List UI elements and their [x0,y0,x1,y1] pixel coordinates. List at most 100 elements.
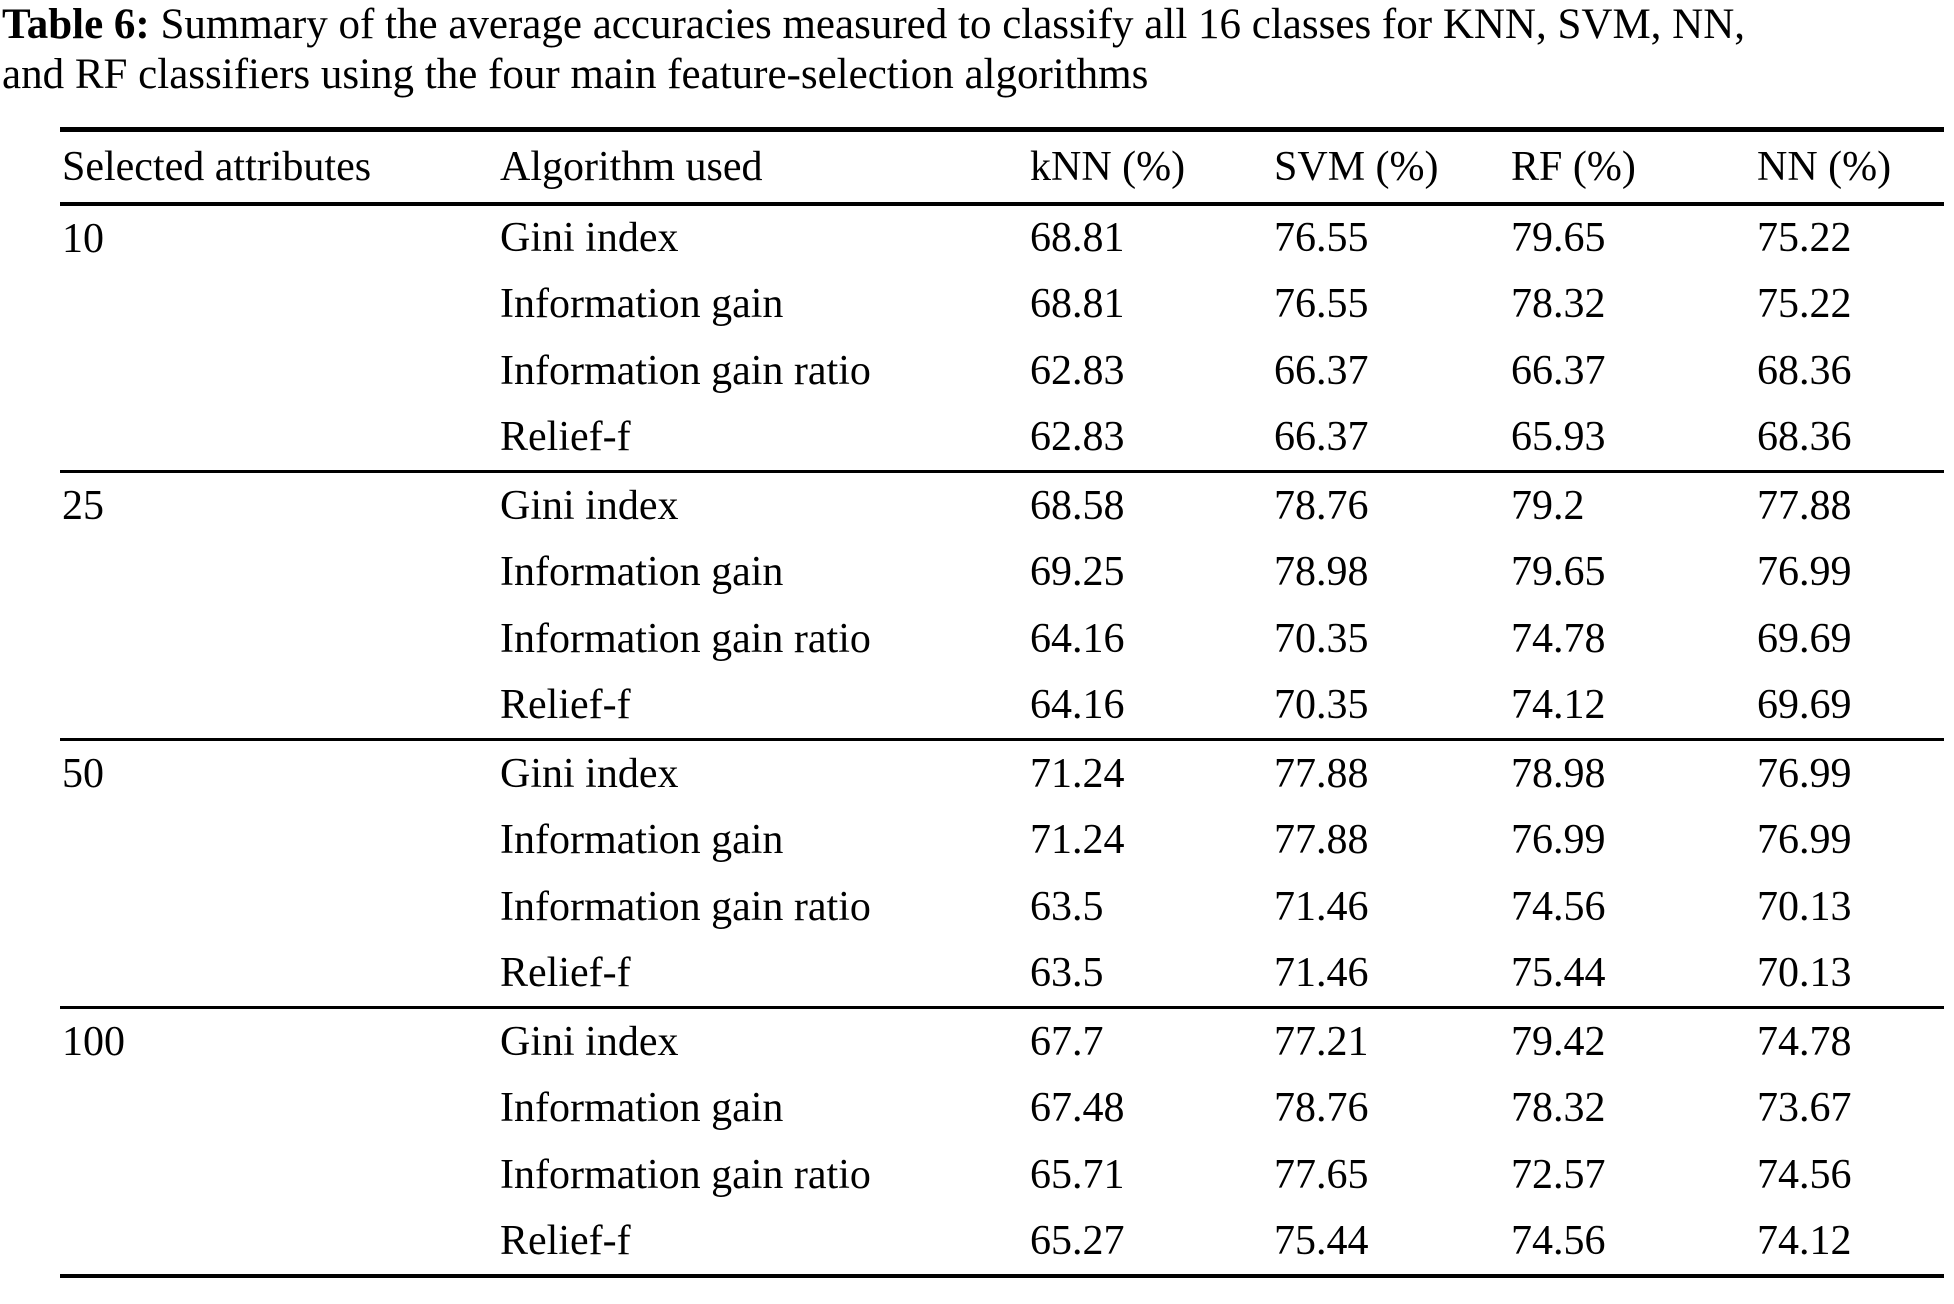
knn-value: 68.81 [1030,281,1125,327]
svm-value: 78.76 [1272,470,1509,539]
algorithm-cell: Information gain ratio [500,884,871,930]
svm-value: 78.98 [1274,549,1369,595]
knn-value: 68.58 [1028,470,1272,539]
column-header-algorithm-used: Algorithm used [498,129,1028,206]
algorithm-cell: Information gain ratio [500,348,871,394]
nn-value: 77.88 [1755,470,1944,539]
selected-attributes-cell: 50 [60,738,498,1008]
algorithm-cell: Information gain [500,281,784,327]
group-10: 10 Gini index 68.81 76.55 79.65 75.22 In… [60,204,1944,472]
algorithm-cell: Information gain [500,1085,784,1131]
nn-value: 75.22 [1757,215,1852,261]
rf-value: 74.12 [1511,682,1606,729]
nn-value: 69.69 [1757,616,1852,662]
algorithm-cell: Relief-f [500,950,631,997]
nn-value: 76.99 [1757,549,1852,595]
group-100: 100 Gini index 67.7 77.21 79.42 74.78 In… [60,1006,1944,1276]
knn-value: 64.16 [1030,616,1125,662]
knn-value: 65.27 [1030,1218,1125,1264]
table-row: 10 Gini index 68.81 76.55 79.65 75.22 [60,204,1944,271]
knn-value: 63.5 [1030,950,1104,997]
group-25: 25 Gini index 68.58 78.76 79.2 77.88 Inf… [60,470,1944,740]
table-row: Relief-f 63.5 71.46 75.44 70.13 [60,941,1944,1008]
algorithm-cell: Relief-f [500,414,631,461]
knn-value: 71.24 [1030,817,1125,863]
algorithm-cell: Gini index [500,215,679,261]
column-header-svm: SVM (%) [1272,129,1509,206]
table-row: Relief-f 64.16 70.35 74.12 69.69 [60,673,1944,740]
selected-attributes-cell: 10 [62,215,104,262]
rf-value: 65.93 [1511,414,1606,461]
table-row: Relief-f 65.27 75.44 74.56 74.12 [60,1209,1944,1276]
knn-value: 68.81 [1030,215,1125,261]
nn-value: 76.99 [1755,738,1944,807]
rf-value: 75.44 [1511,950,1606,997]
table-row: Information gain ratio 63.5 71.46 74.56 … [60,874,1944,941]
nn-value: 68.36 [1757,348,1852,394]
rf-value: 74.78 [1511,616,1606,662]
table-row: Information gain 68.81 76.55 78.32 75.22 [60,271,1944,338]
svm-value: 77.21 [1272,1006,1509,1075]
nn-value: 73.67 [1757,1085,1852,1131]
knn-value: 62.83 [1030,414,1125,461]
nn-value: 74.12 [1757,1218,1852,1264]
table-caption-label: Table 6: [2,1,150,48]
group-50: 50 Gini index 71.24 77.88 78.98 76.99 In… [60,738,1944,1008]
rf-value: 79.65 [1511,215,1606,261]
algorithm-cell: Information gain [500,817,784,863]
svm-value: 66.37 [1274,348,1369,394]
table-row: 25 Gini index 68.58 78.76 79.2 77.88 [60,470,1944,740]
table-row: Information gain ratio 64.16 70.35 74.78… [60,606,1944,673]
results-table: Selected attributes Algorithm used kNN (… [60,127,1944,1278]
table-row: 100 Gini index 67.7 77.21 79.42 74.78 [60,1006,1944,1276]
rf-value: 76.99 [1511,817,1606,863]
svm-value: 75.44 [1274,1218,1369,1264]
knn-value: 65.71 [1030,1152,1125,1198]
knn-value: 67.48 [1030,1085,1125,1131]
nn-value: 69.69 [1757,682,1852,729]
table-row: 50 Gini index 71.24 77.88 78.98 76.99 [60,738,1944,1008]
column-header-knn: kNN (%) [1028,129,1272,206]
rf-value: 78.32 [1511,1085,1606,1131]
table-row: Information gain 71.24 77.88 76.99 76.99 [60,807,1944,874]
column-header-selected-attributes: Selected attributes [60,129,498,206]
rf-value: 66.37 [1511,348,1606,394]
algorithm-cell: Relief-f [500,682,631,729]
table-row: Relief-f 62.83 66.37 65.93 68.36 [60,405,1944,472]
table-caption: Table 6: Summary of the average accuraci… [0,0,1954,100]
svm-value: 71.46 [1274,884,1369,930]
nn-value: 75.22 [1757,281,1852,327]
column-header-rf: RF (%) [1509,129,1755,206]
column-header-nn: NN (%) [1755,129,1944,206]
table-caption-text1: Summary of the average accuracies measur… [160,1,1746,48]
table-caption-text2: and RF classifiers using the four main f… [2,51,1149,98]
rf-value: 72.57 [1511,1152,1606,1198]
table-row: Information gain ratio 62.83 66.37 66.37… [60,338,1944,405]
table-row: Information gain 69.25 78.98 79.65 76.99 [60,539,1944,606]
svm-value: 71.46 [1274,950,1369,997]
nn-value: 70.13 [1757,950,1852,997]
svm-value: 70.35 [1274,616,1369,662]
algorithm-cell: Relief-f [500,1218,631,1264]
rf-value: 78.98 [1509,738,1755,807]
rf-value: 74.56 [1511,884,1606,930]
selected-attributes-cell: 100 [60,1006,498,1276]
rf-value: 79.42 [1509,1006,1755,1075]
nn-value: 74.78 [1755,1006,1944,1075]
knn-value: 69.25 [1030,549,1125,595]
knn-value: 63.5 [1030,884,1104,930]
knn-value: 64.16 [1030,682,1125,729]
svm-value: 76.55 [1274,215,1369,261]
nn-value: 76.99 [1757,817,1852,863]
nn-value: 70.13 [1757,884,1852,930]
knn-value: 67.7 [1028,1006,1272,1075]
svm-value: 77.65 [1274,1152,1369,1198]
svm-value: 66.37 [1274,414,1369,461]
rf-value: 78.32 [1511,281,1606,327]
svm-value: 76.55 [1274,281,1369,327]
algorithm-cell: Information gain [500,549,784,595]
svm-value: 77.88 [1272,738,1509,807]
algorithm-cell: Information gain ratio [500,616,871,662]
algorithm-cell: Gini index [498,1006,1028,1075]
